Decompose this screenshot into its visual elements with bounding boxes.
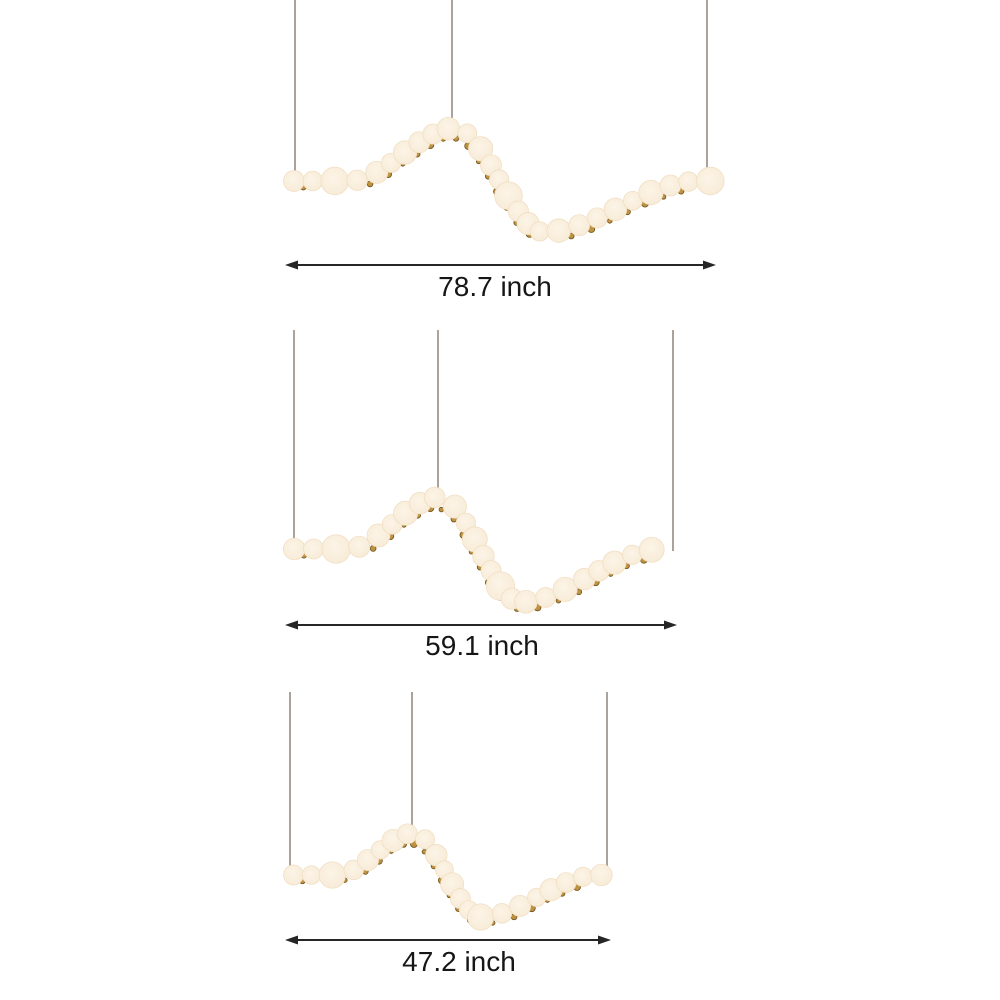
glass-bead — [638, 180, 664, 206]
glass-bead — [301, 865, 322, 885]
glass-bead — [590, 863, 613, 887]
bead-chain — [283, 116, 725, 243]
glass-bead — [586, 207, 608, 229]
glass-bead — [415, 829, 436, 850]
glass-bead — [302, 170, 323, 192]
glass-bead — [423, 486, 446, 509]
glass-bead — [678, 171, 699, 192]
glass-bead — [436, 116, 460, 141]
fixture-2 — [283, 330, 677, 630]
dimension-arrow — [285, 260, 716, 270]
glass-bead — [283, 864, 304, 886]
glass-bead — [318, 861, 346, 889]
glass-bead — [320, 166, 349, 196]
glass-bead — [457, 123, 478, 144]
arrowhead-right-icon — [598, 935, 611, 945]
glass-bead — [346, 169, 368, 191]
fixture-1 — [283, 0, 725, 270]
glass-bead — [696, 166, 725, 196]
suspension-wires — [293, 330, 674, 551]
suspension-wires — [289, 692, 608, 877]
glass-bead — [546, 218, 571, 243]
glass-bead — [509, 894, 532, 917]
arrowhead-left-icon — [285, 935, 298, 945]
arrowhead-right-icon — [664, 620, 677, 630]
dimension-label-1: 78.7 inch — [438, 271, 552, 302]
bead-chain — [283, 823, 613, 931]
glass-bead — [568, 214, 591, 237]
suspension-wires — [294, 0, 708, 183]
glass-bead — [659, 174, 682, 197]
glass-bead — [491, 903, 513, 924]
glass-bead — [283, 537, 306, 561]
fixture-3 — [283, 692, 613, 945]
glass-bead — [303, 538, 324, 560]
dimension-label-2: 59.1 inch — [425, 630, 539, 661]
glass-bead — [603, 197, 628, 221]
glass-bead — [348, 535, 371, 558]
dimension-arrow — [285, 620, 677, 630]
glass-bead — [397, 823, 418, 845]
glass-bead — [467, 903, 495, 931]
glass-bead — [321, 534, 351, 564]
glass-bead — [442, 494, 467, 519]
glass-bead — [573, 866, 593, 887]
glass-bead — [638, 536, 665, 563]
dimension-label-3: 47.2 inch — [402, 946, 516, 977]
glass-bead — [535, 587, 557, 608]
glass-bead — [468, 136, 494, 162]
arrowhead-left-icon — [285, 620, 298, 630]
bead-chain — [283, 486, 665, 614]
glass-bead — [283, 170, 305, 192]
glass-bead — [552, 576, 578, 602]
dimension-arrow — [285, 935, 611, 945]
glass-bead — [514, 589, 538, 614]
arrowhead-left-icon — [285, 260, 298, 270]
glass-bead — [529, 221, 550, 242]
arrowhead-right-icon — [703, 260, 716, 270]
